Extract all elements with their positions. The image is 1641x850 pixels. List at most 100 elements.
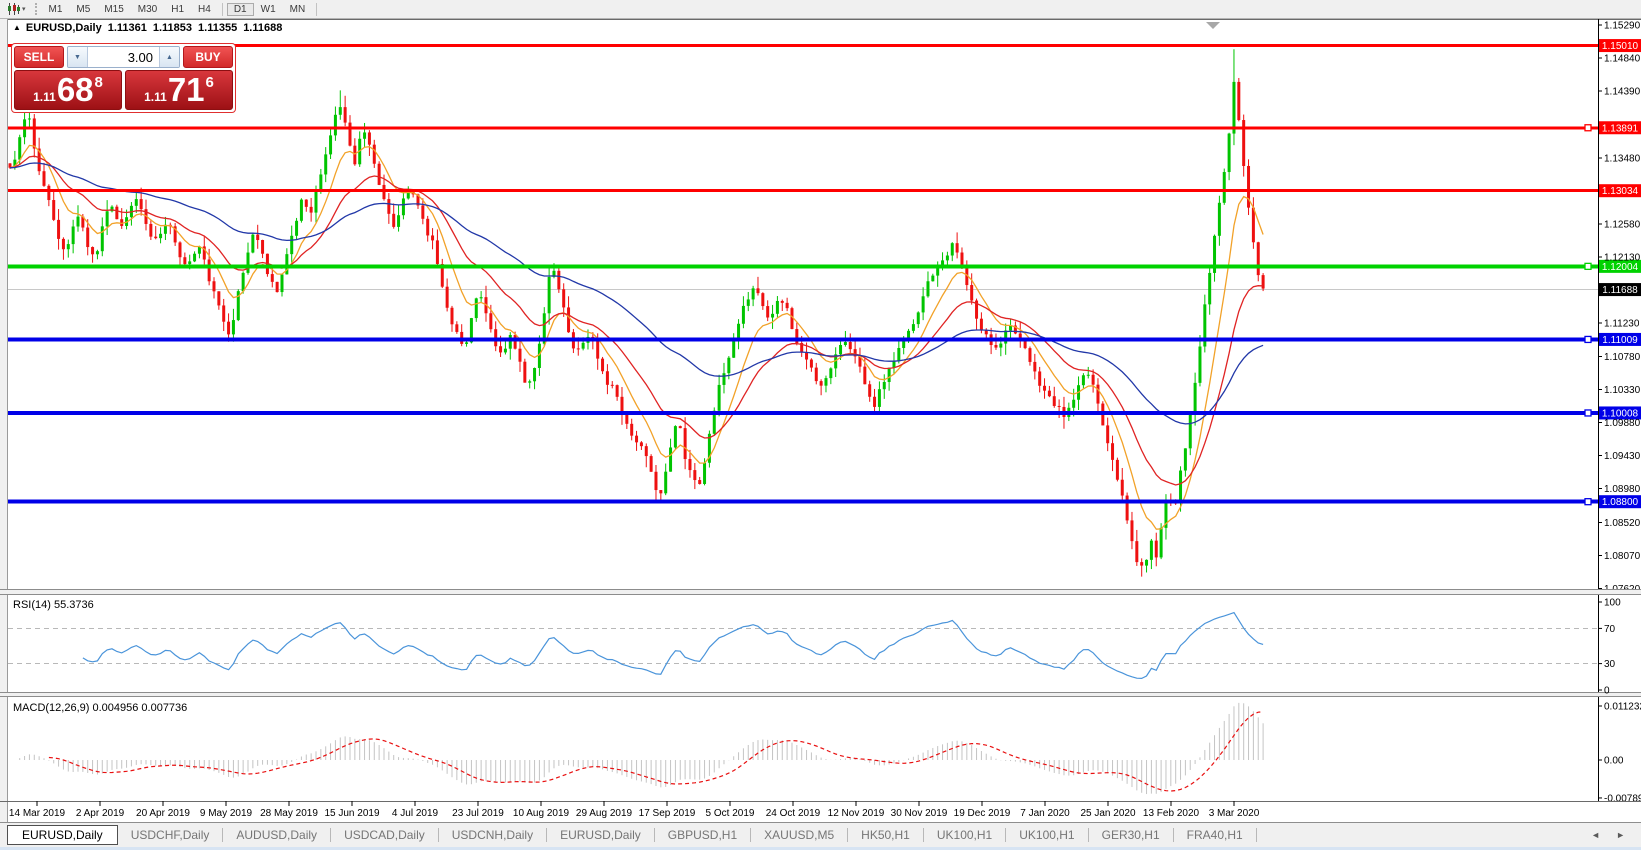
price-line-badge: [1599, 332, 1641, 346]
buy-button[interactable]: BUY: [183, 46, 233, 68]
tab-gbpusd-h1[interactable]: GBPUSD,H1: [667, 828, 738, 842]
candle-body: [100, 226, 104, 252]
candle-body: [406, 190, 410, 199]
tab-usdchf-daily[interactable]: USDCHF,Daily: [130, 828, 210, 842]
volume-increase-button[interactable]: ▲: [159, 47, 179, 67]
candle-body: [737, 323, 741, 342]
tab-eurusd-daily[interactable]: EURUSD,Daily: [7, 825, 118, 845]
candle-body: [105, 211, 109, 227]
candle-body: [1198, 346, 1202, 383]
candle-body: [197, 246, 201, 254]
candle-body: [979, 318, 983, 331]
candle-body: [139, 199, 143, 210]
tab-xauusd-m5[interactable]: XAUUSD,M5: [764, 828, 835, 842]
price-axis-tick-label: 1.08520: [1604, 518, 1641, 529]
tab-separator: [750, 828, 752, 842]
candle-body: [1013, 325, 1017, 334]
tab-eurusd-daily[interactable]: EURUSD,Daily: [560, 828, 641, 842]
tab-audusd-daily[interactable]: AUDUSD,Daily: [236, 828, 318, 842]
buy-price-display[interactable]: 1.11 71 6: [125, 70, 233, 110]
candle-body: [785, 302, 789, 309]
candle-body: [1247, 165, 1251, 208]
candle-body: [1222, 172, 1226, 203]
candle-body: [596, 338, 600, 359]
tab-hk50-h1[interactable]: HK50,H1: [861, 828, 910, 842]
date-axis-tick-label: 14 Mar 2019: [9, 808, 66, 819]
tab-usdcad-daily[interactable]: USDCAD,Daily: [344, 828, 425, 842]
rsi-axis-tick-label: 0: [1604, 686, 1610, 697]
candle-body: [212, 281, 216, 292]
volume-decrease-button[interactable]: ▼: [68, 47, 88, 67]
candle-body: [615, 385, 619, 397]
candle-body: [397, 215, 401, 227]
tab-usdcnh-daily[interactable]: USDCNH,Daily: [451, 828, 534, 842]
candle-body: [207, 259, 211, 282]
timeframe-button-d1[interactable]: D1: [226, 2, 254, 16]
tab-scroll-left-icon[interactable]: ◄: [1591, 830, 1601, 840]
candle-body: [222, 305, 226, 322]
timeframe-button-h1[interactable]: H1: [171, 3, 185, 15]
candle-body: [435, 240, 439, 265]
candle-body: [683, 428, 687, 460]
candle-body: [13, 159, 17, 168]
chart-type-button[interactable]: ▾: [3, 2, 30, 16]
timeframe-button-m1[interactable]: M1: [48, 3, 63, 15]
macd-axis-tick-label: 0.011232: [1604, 702, 1641, 713]
candle-body: [727, 357, 731, 374]
candle-body: [955, 243, 959, 253]
candle-body: [178, 242, 182, 258]
rsi-axis-tick-label: 70: [1604, 624, 1616, 635]
candle-body: [1159, 527, 1163, 558]
candle-body: [76, 216, 80, 227]
tab-uk100-h1[interactable]: UK100,H1: [1019, 828, 1075, 842]
pane-separator[interactable]: [0, 589, 1641, 595]
tab-uk100-h1[interactable]: UK100,H1: [936, 828, 993, 842]
toolbar-grip: [34, 3, 37, 15]
triangle-down-icon: ▼: [74, 53, 81, 61]
candle-body: [52, 200, 56, 220]
timeframe-button-h4[interactable]: H4: [198, 3, 211, 15]
chevron-down-icon: ▾: [22, 6, 26, 13]
candle-body: [1232, 81, 1236, 134]
line-handle[interactable]: [1584, 335, 1592, 344]
sell-button[interactable]: SELL: [14, 46, 64, 68]
timeframe-button-mn[interactable]: MN: [289, 3, 306, 15]
candle-body: [824, 378, 828, 386]
candle-body: [848, 342, 852, 350]
candle-body: [1145, 559, 1149, 566]
candle-body: [372, 144, 376, 164]
candle-body: [717, 384, 721, 411]
price-line-badge: [1599, 121, 1641, 135]
candle-body: [809, 359, 813, 368]
tab-scroll-right-icon[interactable]: ►: [1616, 830, 1625, 840]
volume-stepper: ▼ 3.00 ▲: [67, 46, 180, 68]
price-line-badge-label: 1.10008: [1602, 408, 1639, 419]
line-handle[interactable]: [1584, 498, 1592, 506]
timeframe-button-w1[interactable]: W1: [260, 3, 276, 15]
date-axis-tick-label: 28 May 2019: [260, 808, 318, 819]
tab-fra40-h1[interactable]: FRA40,H1: [1186, 828, 1243, 842]
candle-body: [814, 367, 818, 382]
timeframe-button-m5[interactable]: M5: [76, 3, 91, 15]
macd-label: MACD(12,26,9) 0.004956 0.007736: [13, 702, 188, 714]
candle-body: [1086, 374, 1090, 376]
candle-body: [960, 252, 964, 269]
timeframe-button-m30[interactable]: M30: [137, 3, 158, 15]
candle-body: [1072, 399, 1076, 408]
candle-body: [542, 313, 546, 344]
candle-body: [57, 219, 61, 239]
candle-body: [630, 423, 634, 436]
candle-body: [620, 396, 624, 415]
line-handle[interactable]: [1584, 124, 1592, 132]
candle-body: [1213, 235, 1217, 273]
pane-separator[interactable]: [0, 692, 1641, 697]
candle-body: [863, 366, 867, 385]
candle-body: [673, 426, 677, 448]
sell-price-display[interactable]: 1.11 68 8: [14, 70, 122, 110]
line-handle[interactable]: [1584, 262, 1592, 271]
timeframe-button-m15[interactable]: M15: [104, 3, 124, 15]
volume-input[interactable]: 3.00: [88, 47, 159, 67]
line-handle[interactable]: [1584, 409, 1592, 417]
tab-ger30-h1[interactable]: GER30,H1: [1101, 828, 1160, 842]
